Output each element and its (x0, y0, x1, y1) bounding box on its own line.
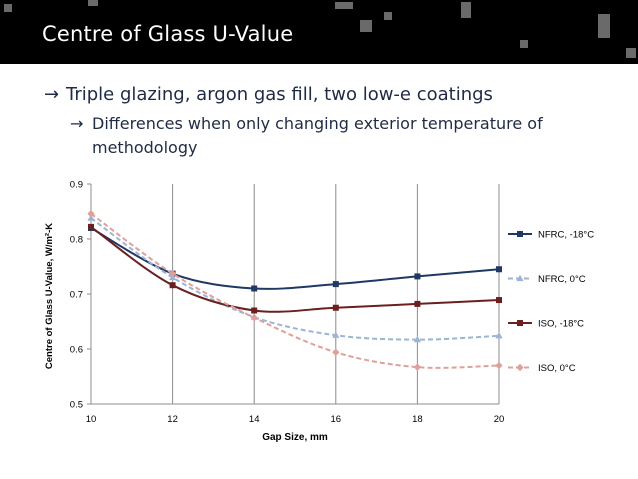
decorative-block (360, 20, 372, 32)
data-point-iso-0-c (413, 363, 421, 371)
bullet-secondary-text-line1: Differences when only changing exterior … (92, 114, 543, 133)
data-point-nfrc-18-c (414, 273, 421, 280)
data-point-iso-0-c (495, 361, 503, 370)
legend-label-nfrc-0-c: NFRC, 0°C (538, 274, 586, 285)
data-point-nfrc-0-c (332, 331, 340, 338)
legend-label-nfrc-18-c: NFRC, -18°C (538, 230, 594, 241)
decorative-block (520, 40, 528, 48)
data-point-iso-18-c (414, 300, 421, 307)
arrow-bullet-icon: → (70, 114, 84, 133)
legend-label-iso-18-c: ISO, -18°C (538, 319, 584, 330)
x-tick-label: 10 (86, 414, 97, 425)
data-point-iso-18-c (251, 307, 258, 314)
y-tick-label: 0.8 (70, 235, 83, 246)
bullet-secondary: → Differences when only changing exterior… (70, 112, 610, 160)
decorative-block (384, 12, 392, 20)
series-line-iso-18-c (90, 226, 500, 313)
grid-layer (90, 184, 500, 404)
decorative-block (461, 2, 471, 18)
bullet-primary-text: Triple glazing, argon gas fill, two low-… (66, 84, 493, 105)
slide-title: Centre of Glass U-Value (42, 22, 294, 46)
decorative-block (4, 4, 12, 12)
legend-marker-nfrc-0-c (516, 274, 524, 282)
data-point-iso-0-c (169, 269, 177, 278)
decorative-block (626, 48, 636, 58)
data-point-nfrc-18-c (251, 285, 258, 292)
data-point-iso-0-c (87, 209, 95, 218)
data-point-iso-18-c (496, 297, 502, 304)
data-point-iso-18-c (88, 223, 94, 230)
series-line-nfrc-0-c (90, 217, 500, 341)
legend-marker-iso-0-c (516, 363, 524, 372)
legend-label-iso-0-c: ISO, 0°C (538, 363, 576, 374)
x-axis-title: Gap Size, mm (262, 432, 328, 443)
x-tick-label: 18 (412, 414, 423, 425)
series-line-iso-0-c (90, 212, 500, 369)
data-point-iso-18-c (169, 282, 176, 289)
y-tick-label: 0.6 (70, 345, 83, 356)
data-point-nfrc-18-c (496, 266, 502, 273)
slide-header: Centre of Glass U-Value (0, 0, 638, 64)
y-tick-label: 0.9 (70, 180, 83, 191)
data-point-iso-18-c (332, 304, 339, 311)
decorative-block (88, 0, 98, 6)
y-tick-label: 0.7 (70, 290, 83, 301)
series-line-nfrc-18-c (90, 227, 500, 290)
x-tick-label: 16 (331, 414, 342, 425)
decorative-block (335, 2, 353, 9)
data-point-iso-0-c (250, 313, 258, 322)
legend-marker-nfrc-18-c (517, 231, 523, 237)
x-tick-label: 14 (249, 414, 260, 425)
y-axis-title: Centre of Glass U-Value, W/m²-K (44, 223, 55, 369)
x-tick-label: 20 (494, 414, 505, 425)
legend-marker-iso-18-c (517, 320, 523, 326)
y-tick-label: 0.5 (70, 400, 83, 411)
bullet-primary: → Triple glazing, argon gas fill, two low… (44, 84, 493, 105)
x-tick-label: 12 (167, 414, 178, 425)
data-point-nfrc-0-c (413, 335, 421, 343)
data-point-iso-0-c (332, 348, 340, 357)
data-point-nfrc-0-c (495, 332, 503, 339)
arrow-bullet-icon: → (44, 84, 60, 105)
data-point-nfrc-18-c (332, 281, 339, 288)
legend: NFRC, -18°C NFRC, 0°C ISO, -18°C ISO, 0°C (508, 230, 594, 374)
series-layer (87, 209, 503, 371)
bullet-secondary-text-line2: methodology (92, 138, 198, 157)
decorative-block (598, 14, 610, 38)
